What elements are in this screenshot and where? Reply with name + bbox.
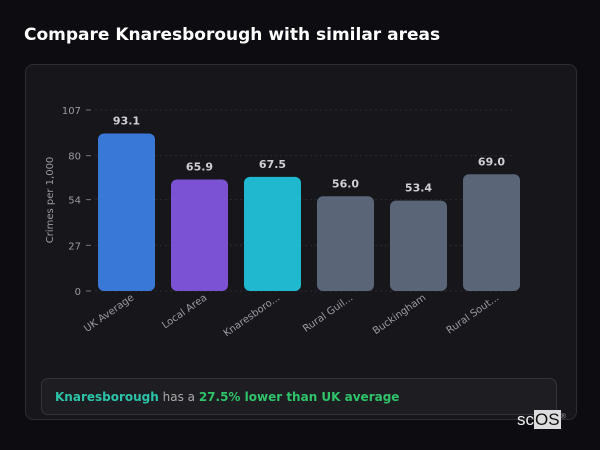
bar (463, 174, 520, 291)
page-title: Compare Knaresborough with similar areas (24, 25, 441, 45)
y-tick-label: 80 (68, 152, 81, 163)
y-tick-label: 27 (68, 241, 81, 252)
x-tick-label: Knaresboro... (222, 292, 282, 339)
data-label: 69.0 (478, 155, 505, 168)
bar (244, 176, 301, 291)
x-tick-label: Rural Guil... (301, 292, 355, 334)
x-tick-label: Local Area (160, 292, 209, 331)
insight-box: Knaresborough has a 27.5% lower than UK … (41, 378, 557, 415)
bar (390, 200, 447, 291)
y-tick-label: 0 (75, 287, 81, 298)
bar (98, 133, 155, 291)
y-axis-label: Crimes per 1,000 (45, 157, 56, 244)
insight-text: has a (158, 390, 199, 404)
data-label: 93.1 (113, 115, 140, 128)
x-tick-label: UK Average (82, 292, 136, 334)
bar (317, 196, 374, 291)
y-tick-label: 107 (62, 106, 81, 117)
logo: scOS® (517, 410, 566, 429)
insight-area: Knaresborough (55, 390, 159, 404)
data-label: 67.5 (259, 158, 286, 171)
y-tick-label: 54 (68, 196, 81, 207)
insight-result: 27.5% lower than UK average (198, 390, 400, 404)
bar (171, 179, 228, 291)
data-label: 65.9 (186, 161, 213, 174)
data-label: 56.0 (332, 177, 359, 190)
x-tick-label: Rural Sout... (445, 292, 502, 336)
x-tick-label: Buckingham (371, 292, 428, 337)
data-label: 53.4 (405, 182, 432, 195)
